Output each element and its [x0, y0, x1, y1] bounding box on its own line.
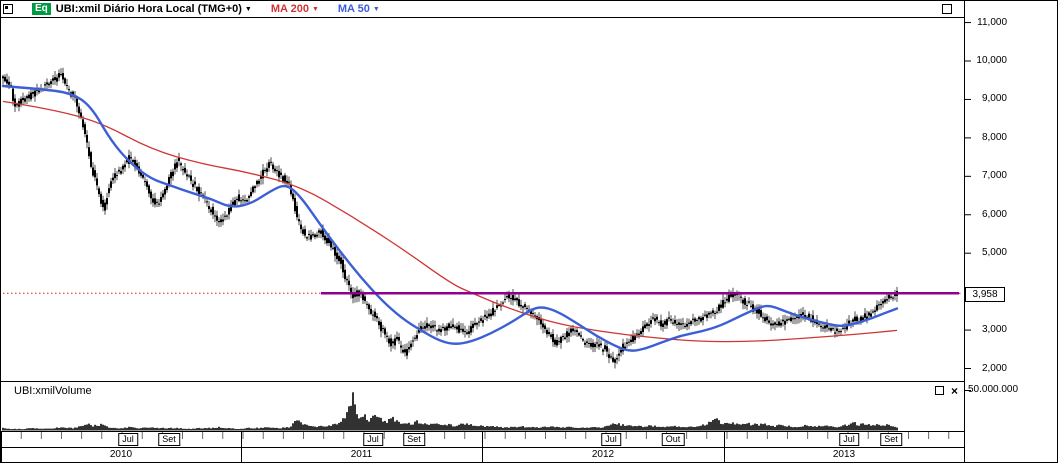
ma50-line [1, 84, 899, 352]
chevron-down-icon: ▼ [372, 5, 380, 13]
price-tick-label: 10,000 [976, 55, 1007, 66]
chart-title-text: UBI:xmil Diário Hora Local (TMG+0) [55, 3, 242, 15]
price-axis[interactable]: 11,000 10,000 9,000 8,000 7,000 6,000 5,000 3,0… [965, 1, 1007, 462]
volume-title: UBI:xmilVolume [14, 384, 92, 397]
year-label: 2011 [350, 449, 373, 460]
last-price-label: 3,958 [965, 287, 1005, 302]
month-label: Jul [363, 433, 383, 446]
month-label: Out [661, 433, 685, 446]
price-tick-label: 6,000 [981, 208, 1007, 220]
panel-borders [1, 1, 965, 462]
price-tick-label: 8,000 [981, 131, 1007, 143]
price-tick-label: 3,000 [981, 324, 1007, 336]
ma200-toggle[interactable]: MA 200 ▼ [271, 3, 319, 15]
close-panel-icon[interactable]: × [950, 383, 958, 398]
panel-grip-icon [3, 4, 13, 14]
time-axis[interactable]: Jul Set Jul Set Jul Out Jul Set 2010 2011 2012 2013 [1, 432, 964, 462]
chart-title[interactable]: UBI:xmil Diário Hora Local (TMG+0) ▼ [56, 3, 252, 15]
volume-panel-controls: × [934, 383, 958, 398]
price-axis-ticks [964, 22, 971, 391]
price-tick-label: 9,000 [981, 93, 1007, 105]
chart-header: Eq UBI:xmil Diário Hora Local (TMG+0) ▼ … [1, 1, 964, 18]
month-label: Set [880, 433, 902, 446]
ma50-toggle[interactable]: MA 50 ▼ [338, 3, 380, 15]
volume-scale-label: 50.000.000 [968, 384, 1019, 395]
month-label: Set [403, 433, 425, 446]
ma200-line [2, 100, 898, 343]
month-label: Jul [601, 433, 621, 446]
month-label: Jul [839, 433, 859, 446]
year-label: 2012 [591, 449, 615, 460]
price-tick-label: 11,000 [977, 16, 1007, 28]
maximize-icon[interactable] [942, 4, 952, 14]
year-label: 2010 [109, 449, 133, 460]
chevron-down-icon: ▼ [311, 5, 319, 13]
candlestick-series [2, 67, 898, 369]
month-label: Jul [118, 433, 138, 446]
ma200-label: MA 200 [270, 3, 309, 15]
month-label: Set [158, 433, 180, 446]
time-axis-ticks [1, 432, 965, 462]
price-tick-label: 2,000 [981, 362, 1007, 374]
price-tick-label: 7,000 [981, 170, 1007, 182]
volume-panel-header: UBI:xmilVolume × [1, 383, 964, 398]
price-tick-label: 5,000 [981, 247, 1007, 259]
restore-panel-icon[interactable] [934, 386, 944, 395]
ma50-label: MA 50 [337, 3, 370, 15]
chevron-down-icon: ▼ [244, 5, 252, 13]
volume-series [2, 392, 898, 431]
asset-class-badge: Eq [32, 3, 51, 15]
year-label: 2013 [832, 449, 856, 460]
